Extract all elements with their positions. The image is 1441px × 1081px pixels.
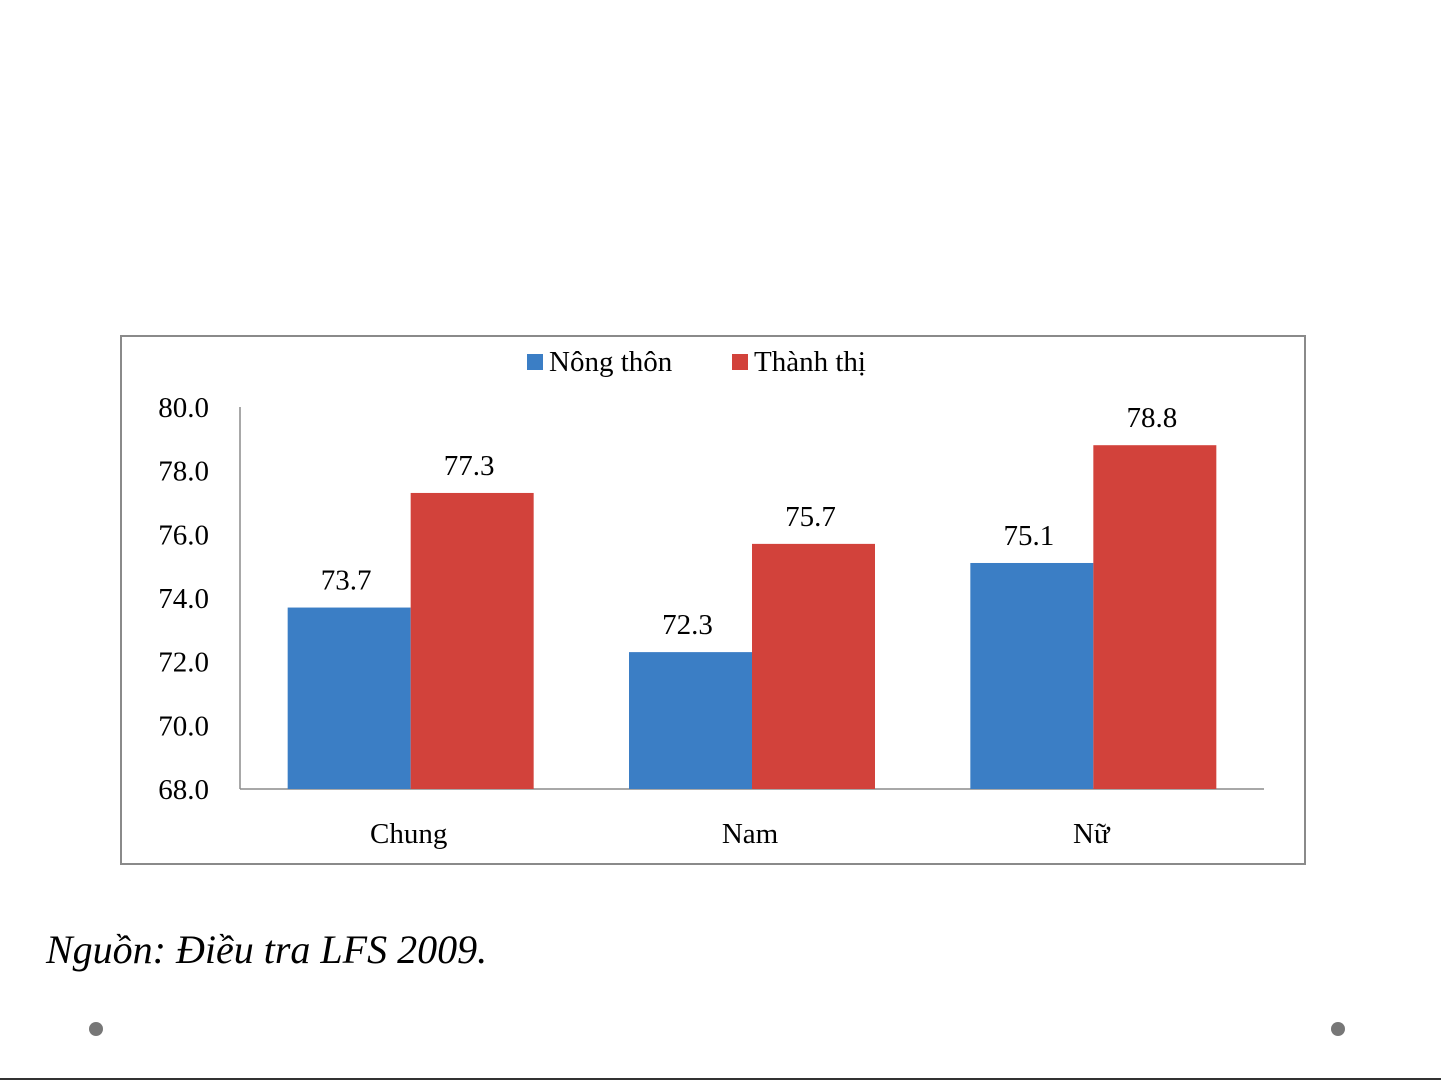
- data-label-2-1: 78.8: [1126, 402, 1177, 434]
- bar-1-0: [629, 652, 752, 789]
- x-tick-label-0: Chung: [370, 818, 447, 850]
- bar-chart: 80.0 78.0 76.0 74.0 72.0 70.0 68.0 73.7 77.3 Chun…: [158, 346, 1264, 850]
- chart-frame: 80.0 78.0 76.0 74.0 72.0 70.0 68.0 73.7 77.3 Chun…: [120, 335, 1306, 865]
- bar-0-1: [410, 492, 534, 789]
- data-label-0-0: 73.7: [321, 565, 372, 597]
- legend-swatch-0: [527, 354, 543, 370]
- data-label-2-0: 75.1: [1003, 520, 1054, 552]
- y-tick-label-4: 72.0: [158, 647, 209, 679]
- source-note: Nguồn: Điều tra LFS 2009.: [46, 927, 488, 972]
- x-tick-label-2: Nữ: [1073, 818, 1111, 850]
- y-tick-label-2: 76.0: [158, 519, 209, 551]
- bar-2-1: [1093, 445, 1217, 789]
- data-label-1-0: 72.3: [662, 609, 713, 641]
- data-label-0-1: 77.3: [444, 450, 495, 482]
- right-dot: [1331, 1022, 1345, 1036]
- y-tick-label-0: 80.0: [158, 392, 209, 424]
- legend-label-0: Nông thôn: [549, 346, 673, 378]
- bar-0-0: [287, 607, 411, 789]
- bar-1-1: [752, 543, 875, 789]
- left-dot: [89, 1022, 103, 1036]
- bar-2-0: [970, 562, 1094, 789]
- legend-label-1: Thành thị: [754, 346, 866, 378]
- legend-swatch-1: [732, 354, 748, 370]
- y-tick-label-1: 78.0: [158, 456, 209, 488]
- y-tick-label-5: 70.0: [158, 710, 209, 742]
- y-tick-label-6: 68.0: [158, 774, 209, 806]
- data-label-1-1: 75.7: [785, 501, 836, 533]
- bottom-rule: [0, 1078, 1441, 1080]
- x-tick-label-1: Nam: [722, 818, 779, 850]
- y-tick-label-3: 74.0: [158, 583, 209, 615]
